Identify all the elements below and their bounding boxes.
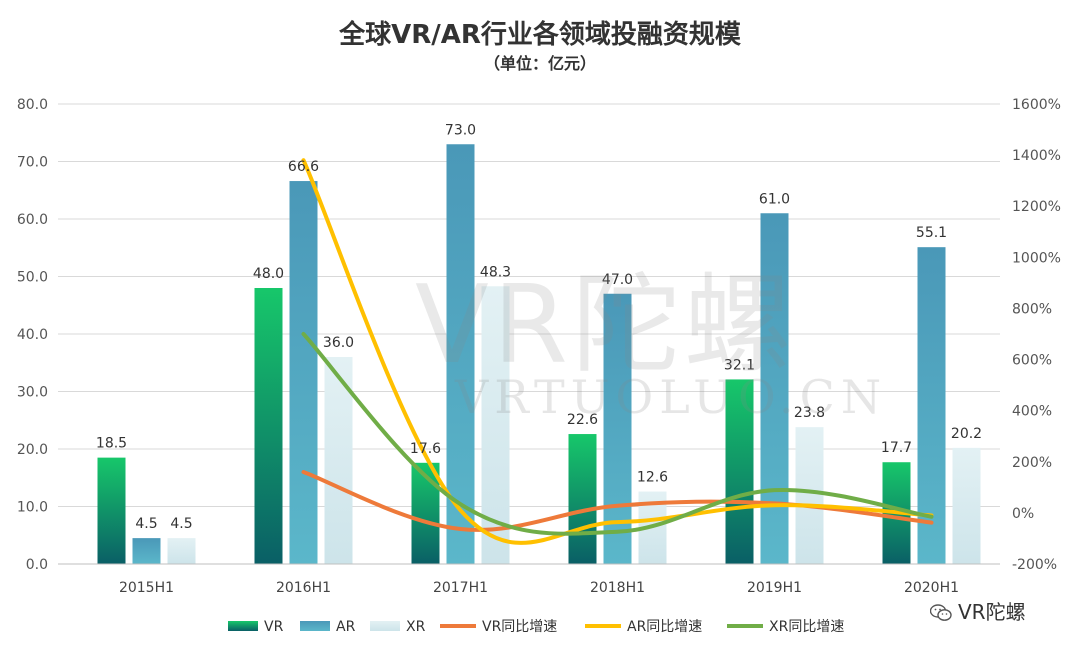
y-right-tick-label: 1600% <box>1012 97 1061 113</box>
data-label: 4.5 <box>170 516 192 532</box>
watermark-logo-text: VR陀螺 <box>415 263 796 388</box>
data-label: 48.0 <box>253 266 284 282</box>
data-label: 61.0 <box>759 191 790 207</box>
y-right-tick-label: 1400% <box>1012 148 1061 164</box>
y-right-tick-label: 1000% <box>1012 250 1061 266</box>
data-label: 4.5 <box>135 516 157 532</box>
data-label: 48.3 <box>480 264 511 280</box>
bar-ar <box>917 247 946 565</box>
x-tick-label: 2019H1 <box>747 580 802 596</box>
x-tick-label: 2017H1 <box>433 580 488 596</box>
legend-label: AR同比增速 <box>627 619 702 635</box>
y-right-tick-label: 0% <box>1012 506 1034 522</box>
x-tick-label: 2015H1 <box>119 580 174 596</box>
bar-vr <box>254 288 283 564</box>
chart-title: 全球VR/AR行业各领域投融资规模 <box>339 20 741 50</box>
line-AR同比增速 <box>301 158 934 545</box>
bar-vr <box>97 457 126 564</box>
legend-label: XR同比增速 <box>769 619 844 635</box>
y-right-tick-label: 1200% <box>1012 199 1061 215</box>
data-label: 20.2 <box>951 426 982 442</box>
data-label: 32.1 <box>724 357 755 373</box>
legend-label: VR <box>264 619 284 635</box>
legend: VR AR XR VR同比增速 AR同比增速 XR同比增速 <box>228 619 844 635</box>
data-label: 17.6 <box>410 441 441 457</box>
bars-group <box>97 144 981 565</box>
bar-vr <box>725 379 754 564</box>
y-left-tick-label: 60.0 <box>17 212 48 228</box>
bar-ar <box>603 293 632 564</box>
x-tick-label: 2018H1 <box>590 580 645 596</box>
lines-group <box>301 158 934 545</box>
data-label: 18.5 <box>96 436 127 452</box>
data-label: 66.6 <box>288 159 319 175</box>
bar-vr <box>568 434 597 564</box>
legend-label: VR同比增速 <box>482 619 557 635</box>
legend-label: XR <box>406 619 426 635</box>
legend-swatch-vr <box>228 621 258 631</box>
bar-xr <box>952 447 981 564</box>
data-label: 22.6 <box>567 412 598 428</box>
bar-ar <box>446 144 475 564</box>
data-label: 12.6 <box>637 470 668 486</box>
y-right-tick-label: 800% <box>1012 301 1052 317</box>
bar-xr <box>795 427 824 564</box>
y-left-tick-label: 10.0 <box>17 500 48 516</box>
y-left-tick-label: 40.0 <box>17 327 48 343</box>
y-right-tick-label: -200% <box>1012 557 1057 573</box>
legend-swatch-xr <box>370 621 400 631</box>
bar-ar <box>132 538 161 564</box>
legend-swatch-ar <box>300 621 330 631</box>
y-right-tick-label: 200% <box>1012 455 1052 471</box>
data-label: 36.0 <box>323 335 354 351</box>
y-left-tick-label: 80.0 <box>17 97 48 113</box>
data-label: 17.7 <box>881 440 912 456</box>
gridlines <box>58 103 1000 565</box>
brand-mark: VR陀螺 <box>930 596 1026 625</box>
y-left-tick-label: 0.0 <box>26 557 48 573</box>
data-label: 55.1 <box>916 225 947 241</box>
y-left-tick-label: 70.0 <box>17 155 48 171</box>
y-left-tick-label: 50.0 <box>17 270 48 286</box>
brand-text: VR陀螺 <box>958 600 1026 624</box>
bar-vr <box>411 462 440 564</box>
y-right-tick-label: 400% <box>1012 404 1052 420</box>
data-labels-group: 18.5 4.5 4.5 48.0 66.6 36.0 17.6 73.0 48.3 22.6 47… <box>96 122 982 532</box>
x-tick-label: 2020H1 <box>904 580 959 596</box>
chart-subtitle: （单位：亿元） <box>483 54 596 73</box>
axes-group: 0.0 10.0 20.0 30.0 40.0 50.0 60.0 70.0 80.0 -200%… <box>17 97 1061 596</box>
y-right-tick-label: 600% <box>1012 353 1052 369</box>
line-XR同比增速 <box>301 332 934 536</box>
y-left-tick-label: 30.0 <box>17 385 48 401</box>
data-label: 73.0 <box>445 122 476 138</box>
y-left-tick-label: 20.0 <box>17 442 48 458</box>
bar-xr <box>324 357 353 564</box>
data-label: 23.8 <box>794 405 825 421</box>
data-label: 47.0 <box>602 272 633 288</box>
x-tick-label: 2016H1 <box>276 580 331 596</box>
wechat-icon <box>930 604 952 621</box>
bar-ar <box>289 181 318 565</box>
bar-xr <box>167 538 196 564</box>
watermark-domain: VRTUOLUO.CN <box>455 370 888 424</box>
legend-label: AR <box>336 619 356 635</box>
